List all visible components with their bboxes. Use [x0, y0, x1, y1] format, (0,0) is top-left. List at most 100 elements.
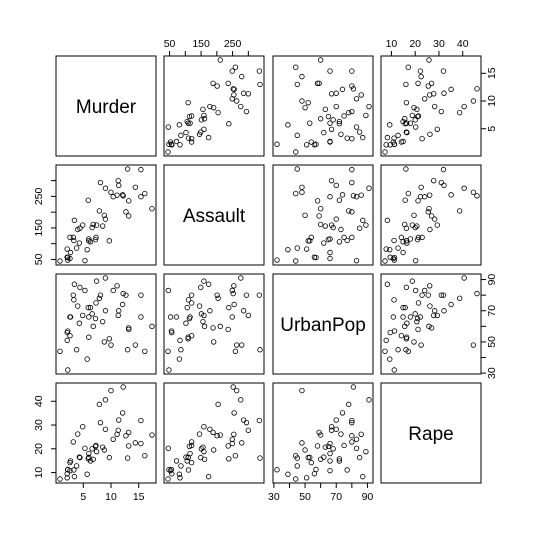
data-point	[126, 429, 132, 436]
data-point	[456, 208, 463, 214]
data-point	[339, 410, 346, 416]
data-point	[239, 342, 245, 348]
data-point	[344, 467, 350, 473]
data-point	[71, 217, 78, 224]
data-point	[317, 432, 324, 438]
data-point	[178, 347, 184, 353]
data-point	[165, 287, 172, 294]
data-point	[349, 108, 355, 115]
data-point	[333, 90, 339, 96]
data-point	[400, 138, 406, 145]
data-point	[448, 192, 454, 198]
data-point	[404, 129, 410, 136]
data-point	[67, 234, 73, 241]
data-point	[474, 86, 480, 92]
data-point	[86, 314, 92, 320]
diagonal-panel-assault: Assault	[163, 164, 265, 266]
tick-label: 40	[457, 38, 469, 50]
data-point	[207, 308, 213, 314]
data-point	[415, 300, 422, 306]
data-point	[80, 222, 86, 228]
data-point	[427, 131, 433, 137]
data-point	[341, 442, 347, 449]
data-point	[316, 429, 322, 436]
data-point	[317, 116, 324, 122]
data-point	[390, 139, 397, 145]
data-point	[327, 68, 333, 74]
data-point	[102, 216, 109, 222]
data-point	[328, 177, 335, 184]
data-point	[366, 397, 372, 403]
tick-label: 10	[105, 491, 117, 503]
data-point	[67, 314, 73, 320]
data-point	[360, 217, 366, 224]
data-point	[317, 205, 324, 212]
data-point	[415, 113, 422, 119]
data-point	[461, 275, 467, 281]
tick-label: 30	[268, 491, 280, 503]
tick-label: 250	[33, 187, 45, 205]
data-point	[99, 318, 106, 325]
data-point	[353, 124, 360, 130]
data-point	[183, 320, 189, 326]
data-point	[102, 185, 109, 191]
data-point	[382, 258, 388, 264]
tick-label: 10	[486, 95, 498, 107]
x-axis-top-assault: 50 150 250	[164, 38, 249, 57]
data-point	[293, 258, 299, 264]
data-point	[230, 384, 236, 390]
data-point	[85, 304, 91, 311]
data-point	[149, 432, 155, 438]
data-point	[102, 397, 109, 403]
data-point	[138, 314, 144, 320]
data-point	[321, 129, 327, 136]
data-point	[407, 314, 414, 320]
data-point	[316, 80, 322, 86]
data-point	[71, 297, 77, 303]
data-point	[349, 417, 355, 424]
data-point	[391, 367, 397, 373]
data-point	[322, 106, 329, 113]
data-point	[184, 458, 190, 464]
data-point	[366, 103, 372, 110]
data-point	[417, 194, 424, 200]
data-point	[123, 292, 129, 298]
data-point	[294, 81, 300, 88]
data-point	[71, 467, 77, 473]
data-point	[400, 314, 406, 320]
data-point	[403, 347, 409, 353]
data-point	[196, 431, 203, 437]
tick-label: 5	[486, 126, 498, 132]
data-point	[422, 287, 428, 294]
tick-label: 50	[486, 336, 498, 348]
data-point	[232, 64, 239, 70]
data-point	[294, 245, 300, 251]
data-point	[188, 442, 195, 449]
data-point	[431, 177, 437, 184]
data-point	[339, 192, 346, 198]
data-point	[186, 113, 193, 120]
data-point	[350, 193, 357, 199]
data-point	[427, 226, 433, 233]
tick-label: 10	[33, 467, 45, 479]
data-point	[303, 142, 310, 148]
y-axis-right-murder: 5 10 15	[480, 67, 498, 132]
data-point	[226, 456, 232, 462]
data-point	[71, 281, 78, 287]
data-point	[169, 142, 175, 148]
data-point	[431, 308, 438, 314]
data-point	[99, 223, 106, 229]
data-point	[67, 332, 73, 339]
data-point	[110, 436, 116, 442]
data-point	[425, 83, 431, 89]
data-point	[233, 98, 240, 104]
data-point	[76, 320, 83, 326]
data-point	[358, 92, 364, 98]
data-point	[299, 98, 305, 104]
data-point	[293, 190, 299, 197]
data-point	[198, 284, 204, 291]
data-point	[327, 255, 333, 262]
data-point	[229, 68, 235, 74]
panel-frame	[163, 164, 265, 266]
panel-frame	[272, 382, 374, 484]
